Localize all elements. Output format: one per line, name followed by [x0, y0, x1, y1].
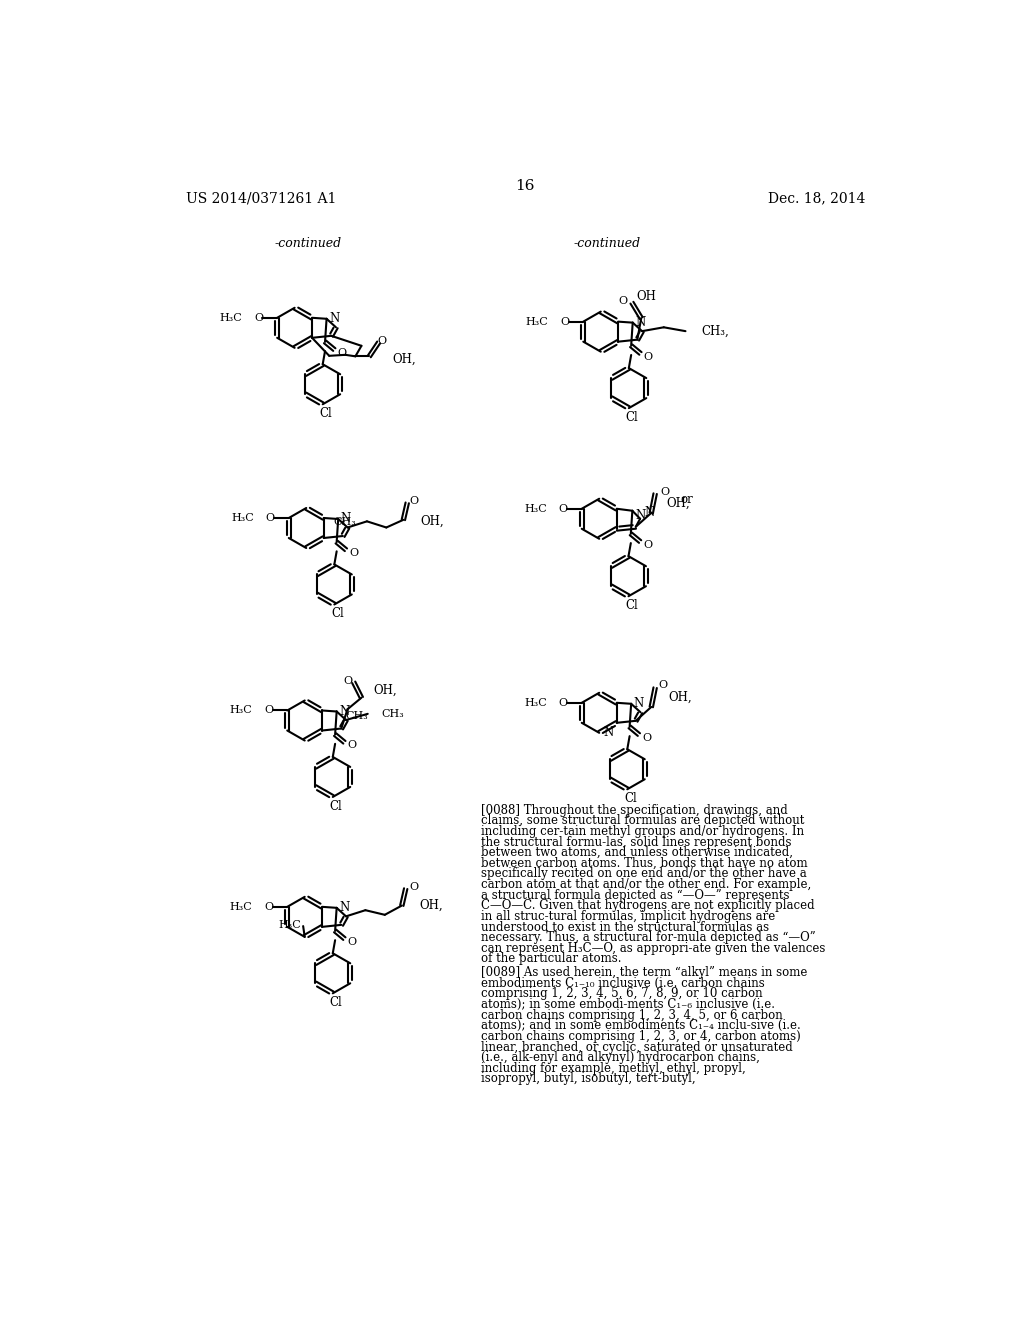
- Text: O: O: [618, 296, 627, 306]
- Text: Cl: Cl: [626, 599, 638, 612]
- Text: comprising 1, 2, 3, 4, 5, 6, 7, 8, 9, or 10 carbon: comprising 1, 2, 3, 4, 5, 6, 7, 8, 9, or…: [480, 987, 762, 1001]
- Text: OH,: OH,: [669, 692, 692, 704]
- Text: the structural formu-las, solid lines represent bonds: the structural formu-las, solid lines re…: [480, 836, 792, 849]
- Text: H₃C: H₃C: [524, 504, 547, 513]
- Text: H₃C: H₃C: [219, 313, 243, 323]
- Text: O: O: [558, 698, 567, 708]
- Text: -continued: -continued: [274, 236, 341, 249]
- Text: O: O: [349, 548, 358, 558]
- Text: O: O: [644, 351, 652, 362]
- Text: atoms); and in some embodiments C₁₋₄ inclu-sive (i.e.: atoms); and in some embodiments C₁₋₄ inc…: [480, 1019, 801, 1032]
- Text: Dec. 18, 2014: Dec. 18, 2014: [768, 191, 866, 206]
- Text: OH,: OH,: [421, 515, 444, 528]
- Text: O: O: [642, 733, 651, 743]
- Text: H₃C: H₃C: [231, 513, 254, 523]
- Text: N: N: [603, 726, 613, 739]
- Text: O: O: [264, 705, 273, 715]
- Text: Cl: Cl: [331, 607, 344, 620]
- Text: OH,: OH,: [419, 899, 442, 912]
- Text: C—O—C. Given that hydrogens are not explicitly placed: C—O—C. Given that hydrogens are not expl…: [480, 899, 814, 912]
- Text: O: O: [347, 937, 356, 946]
- Text: N: N: [339, 902, 349, 915]
- Text: [0089] As used herein, the term “alkyl” means in some: [0089] As used herein, the term “alkyl” …: [480, 966, 807, 979]
- Text: in all struc-tural formulas, implicit hydrogens are: in all struc-tural formulas, implicit hy…: [480, 909, 775, 923]
- Text: of the particular atoms.: of the particular atoms.: [480, 953, 622, 965]
- Text: O: O: [347, 741, 356, 750]
- Text: CH₃,: CH₃,: [701, 325, 729, 338]
- Text: CH₃: CH₃: [333, 517, 355, 527]
- Text: O: O: [409, 882, 418, 892]
- Text: H₃C: H₃C: [229, 705, 252, 715]
- Text: OH,: OH,: [392, 352, 416, 366]
- Text: H₃C: H₃C: [279, 920, 302, 929]
- Text: Cl: Cl: [330, 997, 342, 1008]
- Text: 16: 16: [515, 180, 535, 193]
- Text: N: N: [329, 313, 339, 325]
- Text: H₃C: H₃C: [525, 317, 549, 326]
- Text: CH₃: CH₃: [382, 709, 404, 719]
- Text: carbon chains comprising 1, 2, 3, or 4, carbon atoms): carbon chains comprising 1, 2, 3, or 4, …: [480, 1030, 801, 1043]
- Text: Cl: Cl: [625, 792, 637, 805]
- Text: O: O: [659, 487, 669, 498]
- Text: a structural formula depicted as “—O—” represents: a structural formula depicted as “—O—” r…: [480, 888, 790, 902]
- Text: including cer-tain methyl groups and/or hydrogens. In: including cer-tain methyl groups and/or …: [480, 825, 804, 838]
- Text: N: N: [635, 317, 645, 329]
- Text: between carbon atoms. Thus, bonds that have no atom: between carbon atoms. Thus, bonds that h…: [480, 857, 807, 870]
- Text: H₃C: H₃C: [524, 698, 547, 708]
- Text: OH,: OH,: [373, 684, 396, 697]
- Text: O: O: [658, 680, 668, 689]
- Text: OH,: OH,: [667, 498, 690, 510]
- Text: N: N: [636, 510, 646, 521]
- Text: carbon atom at that and/or the other end. For example,: carbon atom at that and/or the other end…: [480, 878, 811, 891]
- Text: O: O: [254, 313, 263, 323]
- Text: -continued: -continued: [573, 236, 641, 249]
- Text: carbon chains comprising 1, 2, 3, 4, 5, or 6 carbon: carbon chains comprising 1, 2, 3, 4, 5, …: [480, 1008, 782, 1022]
- Text: isopropyl, butyl, isobutyl, tert-butyl,: isopropyl, butyl, isobutyl, tert-butyl,: [480, 1072, 695, 1085]
- Text: O: O: [560, 317, 569, 326]
- Text: embodiments C₁₋₁₀ inclusive (i.e. carbon chains: embodiments C₁₋₁₀ inclusive (i.e. carbon…: [480, 977, 764, 990]
- Text: necessary. Thus, a structural for-mula depicted as “—O”: necessary. Thus, a structural for-mula d…: [480, 931, 815, 944]
- Text: linear, branched, or cyclic, saturated or unsaturated: linear, branched, or cyclic, saturated o…: [480, 1040, 793, 1053]
- Text: N: N: [644, 506, 654, 519]
- Text: understood to exist in the structural formulas as: understood to exist in the structural fo…: [480, 920, 769, 933]
- Text: can represent H₃C—O, as appropri-ate given the valences: can represent H₃C—O, as appropri-ate giv…: [480, 941, 825, 954]
- Text: (i.e., alk-enyl and alkynyl) hydrocarbon chains,: (i.e., alk-enyl and alkynyl) hydrocarbon…: [480, 1051, 760, 1064]
- Text: O: O: [643, 540, 652, 549]
- Text: O: O: [338, 347, 347, 358]
- Text: or: or: [681, 492, 693, 506]
- Text: atoms); in some embodi-ments C₁₋₆ inclusive (i.e.: atoms); in some embodi-ments C₁₋₆ inclus…: [480, 998, 774, 1011]
- Text: [0088] Throughout the specification, drawings, and: [0088] Throughout the specification, dra…: [480, 804, 787, 817]
- Text: N: N: [339, 705, 349, 718]
- Text: OH: OH: [636, 290, 655, 304]
- Text: Cl: Cl: [319, 407, 333, 420]
- Text: O: O: [265, 513, 274, 523]
- Text: Cl: Cl: [626, 411, 639, 424]
- Text: claims, some structural formulas are depicted without: claims, some structural formulas are dep…: [480, 814, 804, 828]
- Text: O: O: [558, 504, 567, 513]
- Text: CH₃: CH₃: [345, 711, 368, 721]
- Text: N: N: [341, 512, 351, 525]
- Text: specifically recited on one end and/or the other have a: specifically recited on one end and/or t…: [480, 867, 806, 880]
- Text: including for example, methyl, ethyl, propyl,: including for example, methyl, ethyl, pr…: [480, 1061, 745, 1074]
- Text: O: O: [343, 676, 352, 686]
- Text: O: O: [377, 335, 386, 346]
- Text: US 2014/0371261 A1: US 2014/0371261 A1: [186, 191, 337, 206]
- Text: O: O: [264, 902, 273, 912]
- Text: between two atoms, and unless otherwise indicated,: between two atoms, and unless otherwise …: [480, 846, 793, 859]
- Text: O: O: [409, 496, 418, 507]
- Text: N: N: [634, 697, 644, 710]
- Text: Cl: Cl: [330, 800, 342, 813]
- Text: H₃C: H₃C: [229, 902, 252, 912]
